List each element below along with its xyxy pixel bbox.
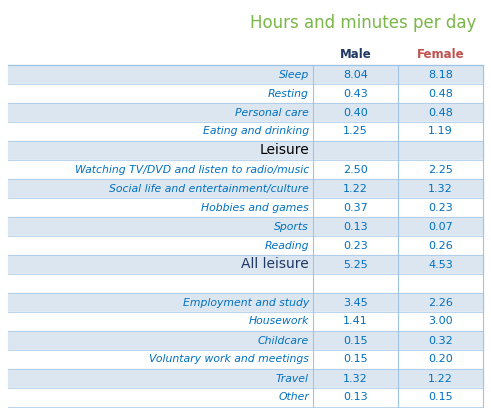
Text: 0.15: 0.15 xyxy=(343,336,368,346)
Bar xyxy=(8,179,483,198)
Bar xyxy=(8,255,483,274)
Text: 5.25: 5.25 xyxy=(343,259,368,269)
Text: 0.37: 0.37 xyxy=(343,203,368,213)
Text: 8.04: 8.04 xyxy=(343,70,368,80)
Text: 0.43: 0.43 xyxy=(343,88,368,98)
Text: Housework: Housework xyxy=(249,317,309,327)
Text: 1.19: 1.19 xyxy=(428,126,453,136)
Bar xyxy=(8,236,483,255)
Text: Eating and drinking: Eating and drinking xyxy=(203,126,309,136)
Bar xyxy=(8,198,483,217)
Bar xyxy=(8,331,483,350)
Text: Resting: Resting xyxy=(268,88,309,98)
Text: 0.15: 0.15 xyxy=(428,392,453,402)
Text: Social life and entertainment/culture: Social life and entertainment/culture xyxy=(109,183,309,193)
Text: 2.50: 2.50 xyxy=(343,164,368,174)
Text: 0.13: 0.13 xyxy=(343,221,368,231)
Text: 0.07: 0.07 xyxy=(428,221,453,231)
Bar xyxy=(8,350,483,369)
Bar xyxy=(8,217,483,236)
Bar xyxy=(8,122,483,141)
Bar xyxy=(8,141,483,160)
Text: 0.23: 0.23 xyxy=(343,241,368,251)
Text: 0.32: 0.32 xyxy=(428,336,453,346)
Text: 3.45: 3.45 xyxy=(343,297,368,307)
Bar xyxy=(8,103,483,122)
Bar xyxy=(8,160,483,179)
Text: 0.40: 0.40 xyxy=(343,108,368,118)
Text: Other: Other xyxy=(278,392,309,402)
Bar xyxy=(8,388,483,407)
Bar xyxy=(8,369,483,388)
Text: 8.18: 8.18 xyxy=(428,70,453,80)
Text: 3.00: 3.00 xyxy=(428,317,453,327)
Text: Male: Male xyxy=(340,48,371,61)
Bar xyxy=(8,274,483,293)
Bar xyxy=(8,84,483,103)
Text: Leisure: Leisure xyxy=(259,143,309,158)
Text: 0.23: 0.23 xyxy=(428,203,453,213)
Bar xyxy=(8,65,483,84)
Text: Hours and minutes per day: Hours and minutes per day xyxy=(250,14,476,32)
Text: 0.13: 0.13 xyxy=(343,392,368,402)
Text: 1.32: 1.32 xyxy=(428,183,453,193)
Text: All leisure: All leisure xyxy=(241,258,309,271)
Text: Female: Female xyxy=(417,48,464,61)
Text: Sports: Sports xyxy=(274,221,309,231)
Text: Watching TV/DVD and listen to radio/music: Watching TV/DVD and listen to radio/musi… xyxy=(75,164,309,174)
Text: 0.48: 0.48 xyxy=(428,108,453,118)
Text: 1.25: 1.25 xyxy=(343,126,368,136)
Text: Sleep: Sleep xyxy=(279,70,309,80)
Bar xyxy=(8,293,483,312)
Text: Childcare: Childcare xyxy=(258,336,309,346)
Text: 1.32: 1.32 xyxy=(343,374,368,384)
Bar xyxy=(8,312,483,331)
Text: 2.26: 2.26 xyxy=(428,297,453,307)
Text: 1.41: 1.41 xyxy=(343,317,368,327)
Text: Hobbies and games: Hobbies and games xyxy=(201,203,309,213)
Text: 0.48: 0.48 xyxy=(428,88,453,98)
Text: Voluntary work and meetings: Voluntary work and meetings xyxy=(149,354,309,364)
Text: Personal care: Personal care xyxy=(235,108,309,118)
Text: 0.20: 0.20 xyxy=(428,354,453,364)
Text: 1.22: 1.22 xyxy=(428,374,453,384)
Text: 0.15: 0.15 xyxy=(343,354,368,364)
Text: 2.25: 2.25 xyxy=(428,164,453,174)
Text: 0.26: 0.26 xyxy=(428,241,453,251)
Text: 4.53: 4.53 xyxy=(428,259,453,269)
Text: Employment and study: Employment and study xyxy=(183,297,309,307)
Text: Travel: Travel xyxy=(276,374,309,384)
Text: 1.22: 1.22 xyxy=(343,183,368,193)
Text: Reading: Reading xyxy=(265,241,309,251)
